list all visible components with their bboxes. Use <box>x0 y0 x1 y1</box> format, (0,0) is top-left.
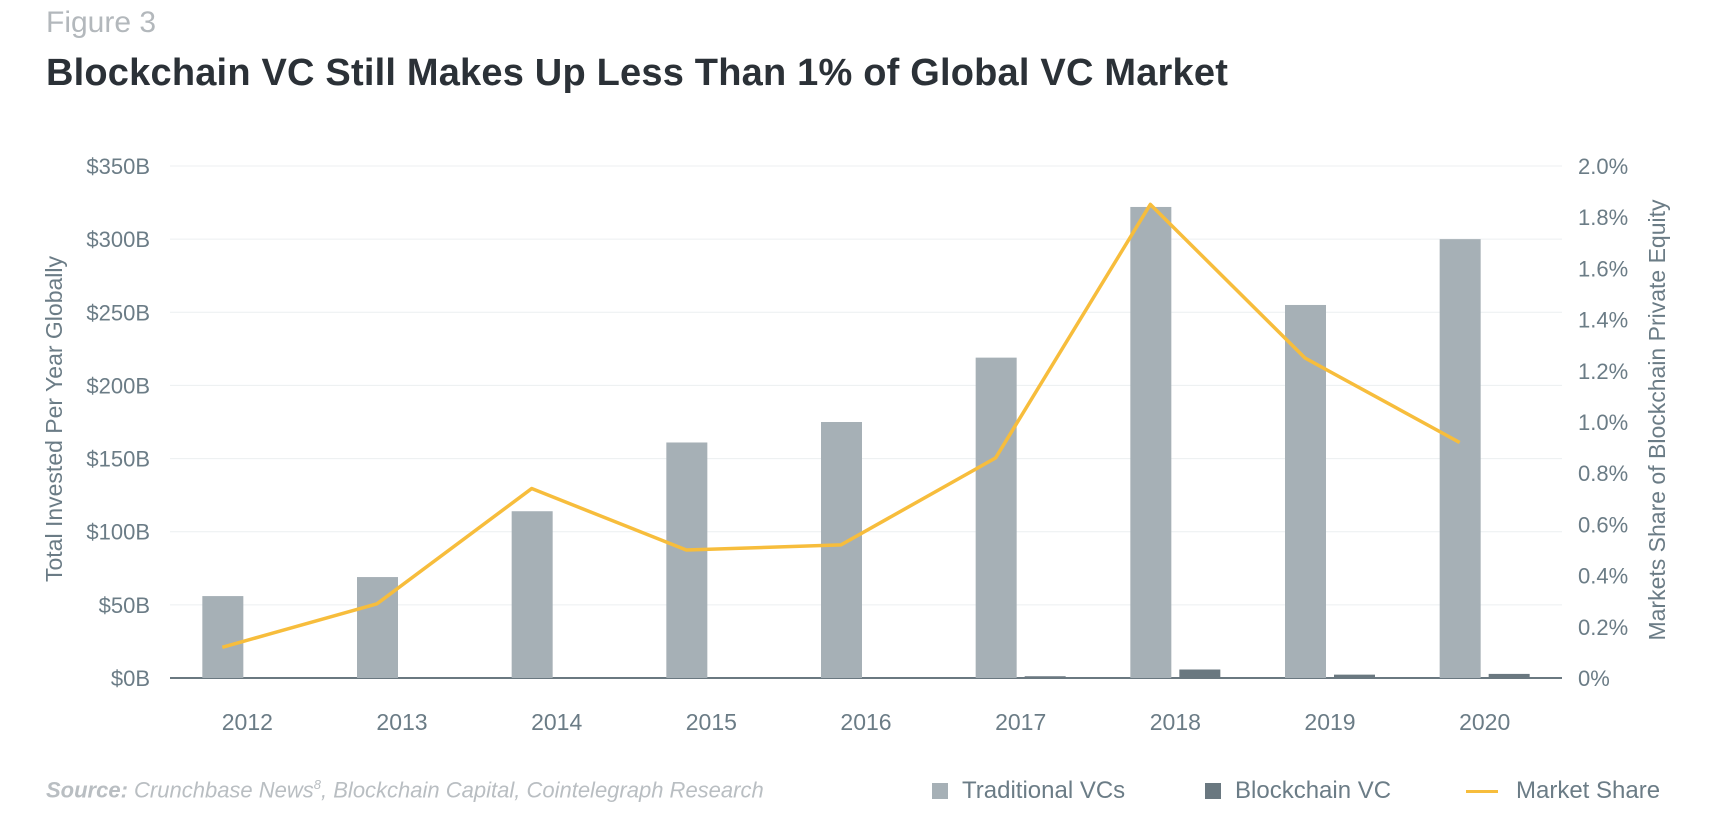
y2-tick-label: 2.0% <box>1578 154 1628 179</box>
y-tick-label: $100B <box>86 520 150 545</box>
market-share-line-layer <box>221 202 1461 649</box>
y-tick-label: $250B <box>86 300 150 325</box>
gridlines <box>170 165 1562 679</box>
tick-labels: $0B $50B $100B $150B $200B $250B $300B $350B 0% 0… <box>86 154 1628 735</box>
y-tick-label: $300B <box>86 227 150 252</box>
bar-blockchain-2019 <box>1334 674 1375 678</box>
market-share-line <box>221 202 1461 649</box>
source-label: Source: <box>46 777 128 803</box>
bar-blockchain-2020 <box>1488 673 1530 678</box>
legend-swatch-market-share <box>1466 789 1498 793</box>
x-tick-label: 2015 <box>686 709 737 735</box>
chart-title: Blockchain VC Still Makes Up Less Than 1… <box>46 52 1229 94</box>
y-tick-label: $50B <box>99 593 150 618</box>
legend-label-blockchain: Blockchain VC <box>1235 777 1392 804</box>
bar-traditional-2012 <box>202 596 244 678</box>
y2-tick-label: 0.8% <box>1578 461 1628 486</box>
bar-traditional-2020 <box>1439 239 1481 678</box>
y2-tick-label: 0.4% <box>1578 564 1628 589</box>
chart: $0B $50B $100B $150B $200B $250B $300B $350B 0% 0… <box>41 154 1670 735</box>
source-note: Source: Crunchbase News8, Blockchain Cap… <box>46 777 764 803</box>
bar-traditional-2014 <box>511 511 553 678</box>
y2-tick-label: 1.4% <box>1578 308 1628 333</box>
y2-tick-label: 1.6% <box>1578 256 1628 281</box>
x-tick-label: 2016 <box>840 709 891 735</box>
y2-tick-label: 0.6% <box>1578 512 1628 537</box>
legend-swatch-traditional <box>932 783 948 799</box>
bar-traditional-2019 <box>1285 304 1326 678</box>
x-tick-label: 2013 <box>376 709 427 735</box>
x-tick-label: 2020 <box>1459 709 1510 735</box>
x-tick-label: 2014 <box>531 709 582 735</box>
bar-traditional-2015 <box>666 442 708 678</box>
y-axis-label: Total Invested Per Year Globally <box>41 255 67 582</box>
legend-label-traditional: Traditional VCs <box>962 777 1126 804</box>
x-tick-label: 2017 <box>995 709 1046 735</box>
legend-swatch-blockchain <box>1205 783 1221 799</box>
y2-tick-label: 0% <box>1578 666 1610 691</box>
source-text: Crunchbase News <box>127 777 314 803</box>
y2-tick-label: 1.2% <box>1578 359 1628 384</box>
bar-traditional-2018 <box>1130 206 1172 678</box>
x-tick-label: 2018 <box>1150 709 1201 735</box>
x-tick-label: 2012 <box>222 709 273 735</box>
bar-blockchain-2017 <box>1024 676 1066 678</box>
source-superscript: 8 <box>313 777 322 792</box>
legend-label-market-share: Market Share <box>1516 777 1661 804</box>
bar-traditional-2017 <box>975 357 1017 678</box>
legend-item-market-share: Market Share <box>1466 777 1660 805</box>
source-text-after: , Blockchain Capital, Cointelegraph Rese… <box>321 777 764 803</box>
y2-tick-label: 1.0% <box>1578 410 1628 435</box>
x-tick-label: 2019 <box>1304 709 1355 735</box>
y2-tick-label: 0.2% <box>1578 615 1628 640</box>
y-tick-label: $200B <box>86 373 150 398</box>
y2-axis-label: Markets Share of Blockchain Private Equi… <box>1644 199 1670 641</box>
bar-traditional-2016 <box>821 422 862 678</box>
bars <box>202 206 1530 678</box>
bar-blockchain-2018 <box>1179 669 1221 678</box>
legend-item-blockchain: Blockchain VC <box>1205 777 1391 805</box>
y-tick-label: $0B <box>111 666 150 691</box>
y-tick-label: $150B <box>86 447 150 472</box>
y2-tick-label: 1.8% <box>1578 205 1628 230</box>
legend-item-traditional: Traditional VCs <box>932 777 1125 805</box>
figure-label: Figure 3 <box>46 6 157 39</box>
y-tick-label: $350B <box>86 154 150 179</box>
